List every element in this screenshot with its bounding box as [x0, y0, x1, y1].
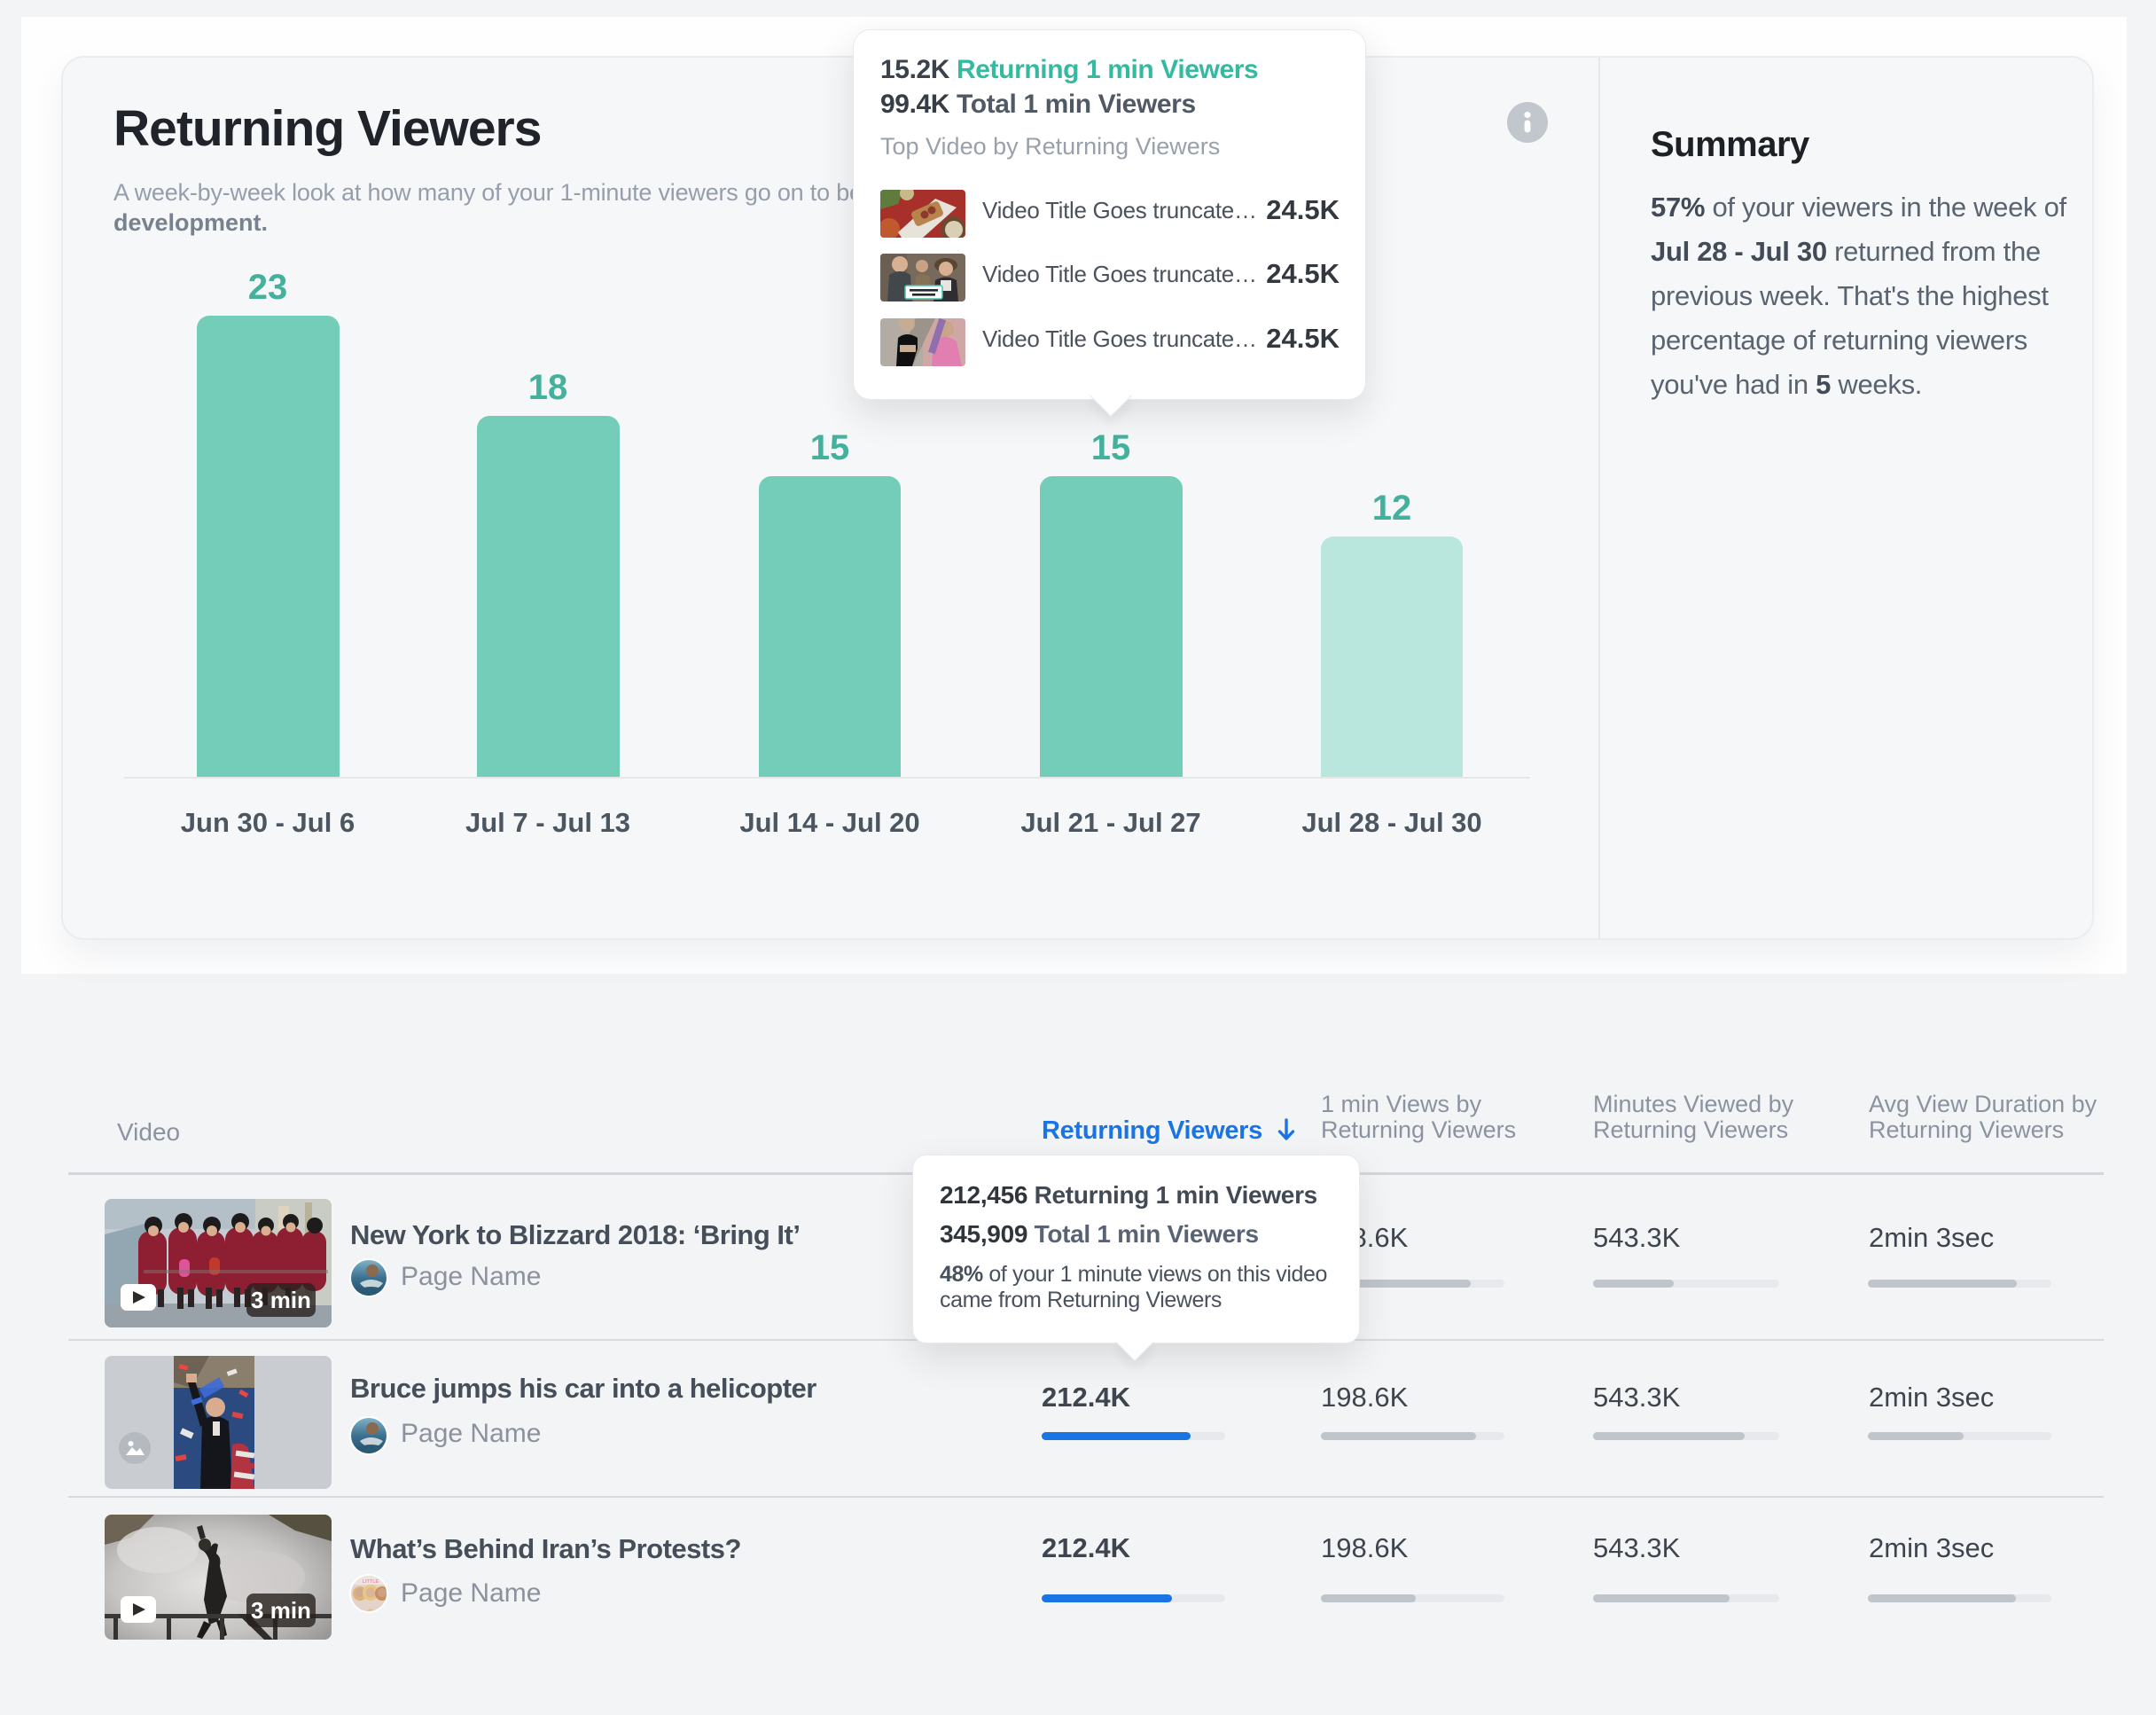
svg-text:LITTLE: LITTLE — [363, 1579, 379, 1585]
